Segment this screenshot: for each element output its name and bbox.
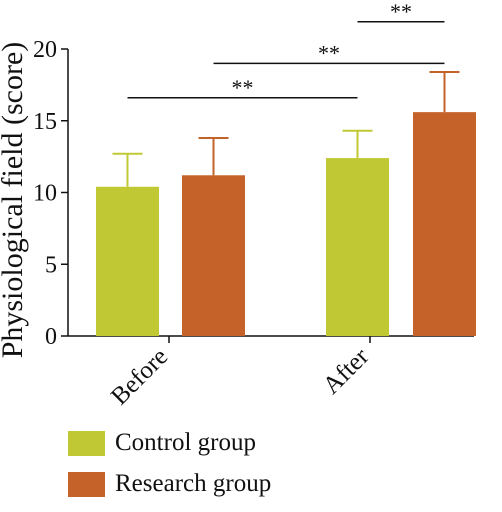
bar-chart: 0 5 10 15 20 Before After ** ** ** Physiologica… xyxy=(0,0,476,410)
bar-after-research xyxy=(413,112,476,336)
x-tick-label-after: After xyxy=(318,343,375,400)
x-tick-label-before: Before xyxy=(106,343,173,410)
legend-label-control: Control group xyxy=(115,429,256,456)
significance-label-3: ** xyxy=(390,0,412,24)
significance-label-2: ** xyxy=(318,40,340,65)
bars xyxy=(96,112,476,336)
bar-before-control xyxy=(96,186,159,336)
y-axis: 0 5 10 15 20 xyxy=(33,37,69,350)
legend-swatch-control xyxy=(68,430,105,456)
legend: Control group Research group xyxy=(68,429,272,512)
error-bars xyxy=(112,70,460,187)
y-axis-label: Physiological field (score) xyxy=(0,42,29,359)
y-tick-label-10: 10 xyxy=(33,181,57,207)
bar-before-research xyxy=(182,175,245,336)
bar-after-control xyxy=(326,158,389,336)
legend-item-research: Research group xyxy=(68,470,272,497)
x-axis: Before After xyxy=(68,335,474,410)
legend-label-research: Research group xyxy=(115,470,272,497)
legend-swatch-research xyxy=(68,471,105,497)
significance-brackets: ** ** ** xyxy=(127,0,445,100)
y-tick-label-0: 0 xyxy=(45,324,57,350)
legend-item-control: Control group xyxy=(68,429,271,456)
y-tick-label-15: 15 xyxy=(33,109,57,135)
significance-label-1: ** xyxy=(232,75,254,100)
y-tick-label-5: 5 xyxy=(45,252,57,278)
y-tick-label-20: 20 xyxy=(33,37,57,63)
